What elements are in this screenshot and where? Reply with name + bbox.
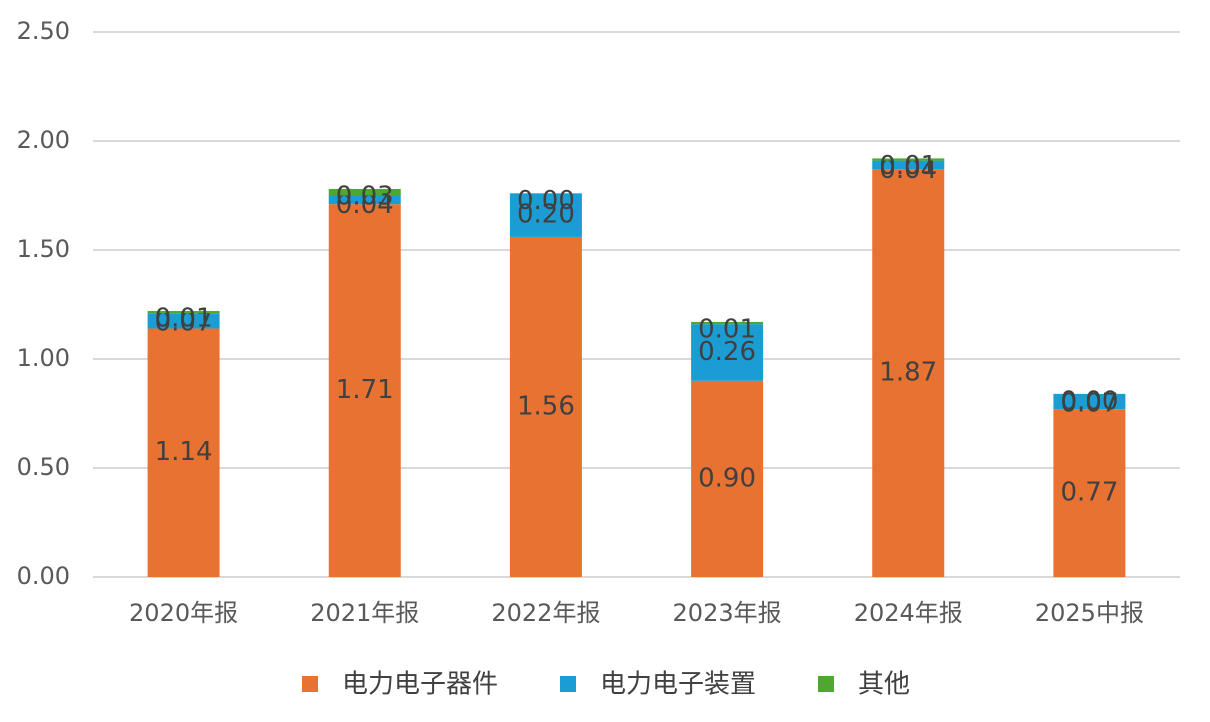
legend-label: 电力电子器件: [342, 670, 498, 700]
legend-swatch: [560, 676, 576, 692]
bar-segment: [147, 311, 220, 314]
data-label: 1.87: [879, 358, 937, 388]
data-label: 0.20: [517, 200, 575, 230]
data-label: 0.26: [698, 337, 756, 367]
legend-label: 其他: [858, 670, 910, 700]
legend-swatch: [818, 676, 834, 692]
bar-segment: [872, 158, 945, 161]
y-tick-label: 1.50: [17, 235, 70, 263]
data-label: 0.03: [336, 181, 394, 211]
y-tick-label: 0.50: [17, 453, 70, 481]
data-label: 0.00: [1060, 386, 1118, 416]
bar-segment: [147, 328, 220, 577]
data-label: 0.90: [698, 463, 756, 493]
bar-segment: [872, 160, 945, 170]
bar-segment: [1053, 393, 1126, 410]
y-tick-label: 1.00: [17, 344, 70, 372]
bar-segment: [328, 204, 401, 577]
legend-swatch: [302, 676, 318, 692]
bar-segment: [1053, 409, 1126, 577]
bar-segment: [691, 321, 764, 325]
x-tick-label: 2024年报: [854, 599, 963, 627]
data-label: 0.01: [879, 151, 937, 181]
bar-segment: [872, 169, 945, 577]
x-tick-label: 2020年报: [129, 599, 238, 627]
data-label: 0.00: [517, 186, 575, 216]
data-label: 1.14: [155, 437, 213, 467]
bar-segment: [509, 193, 582, 237]
data-label: 0.07: [1060, 388, 1118, 418]
bar-segment: [328, 195, 401, 205]
data-label: 1.56: [517, 391, 575, 421]
data-label: 0.01: [698, 314, 756, 344]
bar-segment: [328, 188, 401, 196]
data-label: 1.71: [336, 375, 394, 405]
bar-segment: [691, 380, 764, 577]
x-tick-label: 2025中报: [1035, 599, 1144, 627]
x-tick-label: 2021年报: [310, 599, 419, 627]
data-label: 0.77: [1060, 478, 1118, 508]
data-label: 0.01: [155, 304, 213, 334]
y-tick-label: 2.00: [17, 126, 70, 154]
x-tick-label: 2023年报: [673, 599, 782, 627]
bar-segment: [147, 313, 220, 329]
y-tick-label: 2.50: [17, 17, 70, 45]
x-tick-label: 2022年报: [491, 599, 600, 627]
bar-segment: [691, 324, 764, 381]
y-tick-label: 0.00: [17, 562, 70, 590]
legend-label: 电力电子装置: [600, 670, 756, 700]
bar-segment: [509, 236, 582, 578]
